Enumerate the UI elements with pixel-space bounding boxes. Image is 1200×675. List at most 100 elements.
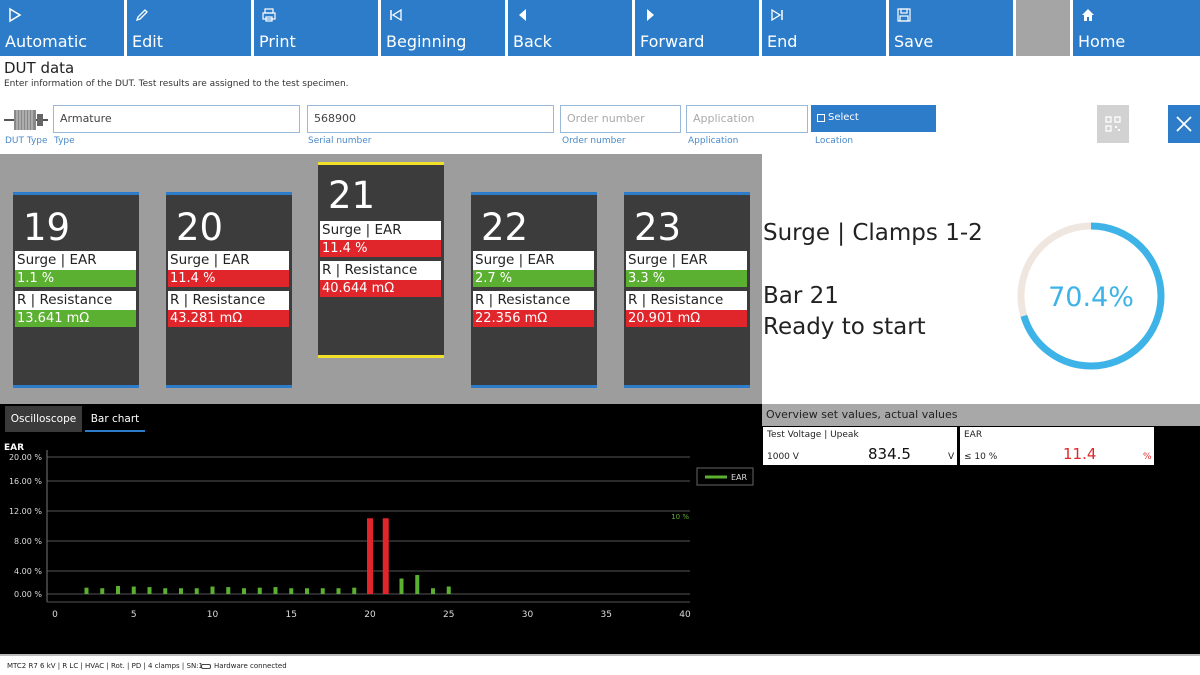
ear-bar: [305, 588, 309, 594]
dut-type-label: DUT Type: [5, 136, 48, 146]
ear-bar: [289, 588, 294, 594]
armature-icon[interactable]: [4, 105, 48, 135]
resistance-label: R | Resistance: [626, 291, 747, 310]
tab-bar-chart[interactable]: Bar chart: [85, 406, 145, 432]
voltage-set-value: 1000 V: [767, 452, 799, 462]
location-select-button[interactable]: Select: [811, 105, 936, 132]
location-icon: [817, 114, 825, 122]
close-button[interactable]: [1168, 105, 1200, 143]
home-icon: [1082, 9, 1094, 21]
type-label: Type: [54, 136, 75, 146]
print-label: Print: [259, 32, 296, 51]
resistance-value: 20.901 mΩ: [626, 310, 747, 327]
serial-number-input[interactable]: 568900: [307, 105, 554, 133]
application-input[interactable]: Application: [686, 105, 808, 133]
x-tick-label: 5: [131, 610, 137, 620]
serial-number-label: Serial number: [308, 136, 372, 146]
qr-code-button[interactable]: [1097, 105, 1129, 143]
voltage-unit: V: [948, 452, 955, 462]
surge-ear-value: 11.4 %: [320, 240, 441, 257]
legend-label: EAR: [731, 473, 748, 482]
resistance-label: R | Resistance: [473, 291, 594, 310]
end-label: End: [767, 32, 798, 51]
back-button[interactable]: Back: [508, 0, 632, 56]
print-button[interactable]: Print: [254, 0, 378, 56]
surge-ear-value: 11.4 %: [168, 270, 289, 287]
type-input[interactable]: Armature: [53, 105, 300, 133]
ear-bar: [273, 587, 278, 594]
ear-bar: [131, 586, 136, 594]
page-description: Enter information of the DUT. Test resul…: [4, 79, 349, 89]
bar-number: 22: [481, 206, 529, 249]
save-button[interactable]: Save: [889, 0, 1013, 56]
legend-frame: [696, 467, 754, 486]
y-tick-label: 20.00 %: [9, 453, 42, 462]
surge-ear-value: 3.3 %: [626, 270, 747, 287]
resistance-label: R | Resistance: [168, 291, 289, 310]
device-info: MTC2 R7 6 kV | R LC | HVAC | Rot. | PD |…: [7, 662, 203, 670]
ear-bar: [431, 588, 435, 594]
ear-bar: [147, 587, 152, 594]
printer-icon: [262, 8, 276, 22]
beginning-button[interactable]: Beginning: [381, 0, 505, 56]
end-button[interactable]: End: [762, 0, 886, 56]
current-bar-label: Bar 21: [763, 283, 839, 309]
ear-bar: [210, 586, 215, 594]
home-label: Home: [1078, 32, 1126, 51]
skip-to-end-icon: [771, 8, 783, 22]
triangle-right-icon: [647, 9, 654, 21]
resistance-value: 22.356 mΩ: [473, 310, 594, 327]
order-number-input[interactable]: Order number: [560, 105, 681, 133]
ear-set-value: ≤ 10 %: [964, 452, 998, 462]
ear-bar: [415, 575, 420, 594]
ear-bar: [336, 588, 341, 594]
progress-text: 70.4%: [1048, 282, 1134, 313]
bar-number: 20: [176, 206, 224, 249]
surge-ear-label: Surge | EAR: [15, 251, 136, 270]
resistance-label: R | Resistance: [320, 261, 441, 280]
voltage-actual-value: 834.5: [868, 445, 911, 463]
bar-card-20[interactable]: 20 Surge | EAR 11.4 % R | Resistance 43.…: [166, 192, 292, 388]
x-tick-label: 10: [207, 610, 219, 620]
tab-oscilloscope[interactable]: Oscilloscope: [5, 406, 82, 432]
resistance-value: 40.644 mΩ: [320, 280, 441, 297]
ear-unit: %: [1143, 452, 1152, 462]
ear-actual-value: 11.4: [1063, 445, 1097, 463]
automatic-button[interactable]: Automatic: [0, 0, 124, 56]
page-title: DUT data: [4, 59, 75, 77]
y-tick-label: 4.00 %: [14, 567, 42, 576]
ear-bar: [446, 586, 451, 594]
voltage-label: Test Voltage | Upeak: [767, 430, 859, 440]
resistance-value: 43.281 mΩ: [168, 310, 289, 327]
ear-bar: [116, 585, 120, 594]
location-select-label: Select: [828, 112, 859, 123]
qr-code-icon: [1105, 116, 1121, 132]
ear-bar: [163, 588, 168, 594]
limit-label: 10 %: [671, 513, 689, 521]
bar-card-23[interactable]: 23 Surge | EAR 3.3 % R | Resistance 20.9…: [624, 192, 750, 388]
home-button[interactable]: Home: [1073, 0, 1200, 56]
bar-card-22[interactable]: 22 Surge | EAR 2.7 % R | Resistance 22.3…: [471, 192, 597, 388]
hardware-status: Hardware connected: [214, 662, 287, 670]
resistance-label: R | Resistance: [15, 291, 136, 310]
edit-label: Edit: [132, 32, 163, 51]
ear-bar: [352, 587, 357, 594]
hardware-connected-icon: [201, 664, 211, 669]
edit-button[interactable]: Edit: [127, 0, 251, 56]
bar-card-19[interactable]: 19 Surge | EAR 1.1 % R | Resistance 13.6…: [13, 192, 139, 388]
surge-ear-label: Surge | EAR: [168, 251, 289, 270]
play-outline-icon: [9, 7, 22, 23]
floppy-disk-icon: [897, 8, 911, 22]
save-label: Save: [894, 32, 934, 51]
forward-button[interactable]: Forward: [635, 0, 759, 56]
ear-bar: [226, 587, 231, 594]
y-tick-label: 8.00 %: [14, 537, 42, 546]
overview-card-voltage: Test Voltage | Upeak 1000 V 834.5 V: [763, 427, 957, 465]
progress-gauge: 70.4%: [1017, 222, 1165, 370]
x-tick-label: 30: [522, 610, 534, 620]
toolbar: Automatic Edit Print Beginning Back Forw…: [0, 0, 1200, 56]
bar-card-21-selected[interactable]: 21 Surge | EAR 11.4 % R | Resistance 40.…: [318, 162, 444, 358]
ear-bar-chart: EAR 0 5 10 15 20 25 30 35 40 20.00 % 16.00 % 12.00…: [4, 443, 754, 620]
automatic-label: Automatic: [5, 32, 88, 51]
y-tick-label: 0.00 %: [14, 590, 42, 599]
